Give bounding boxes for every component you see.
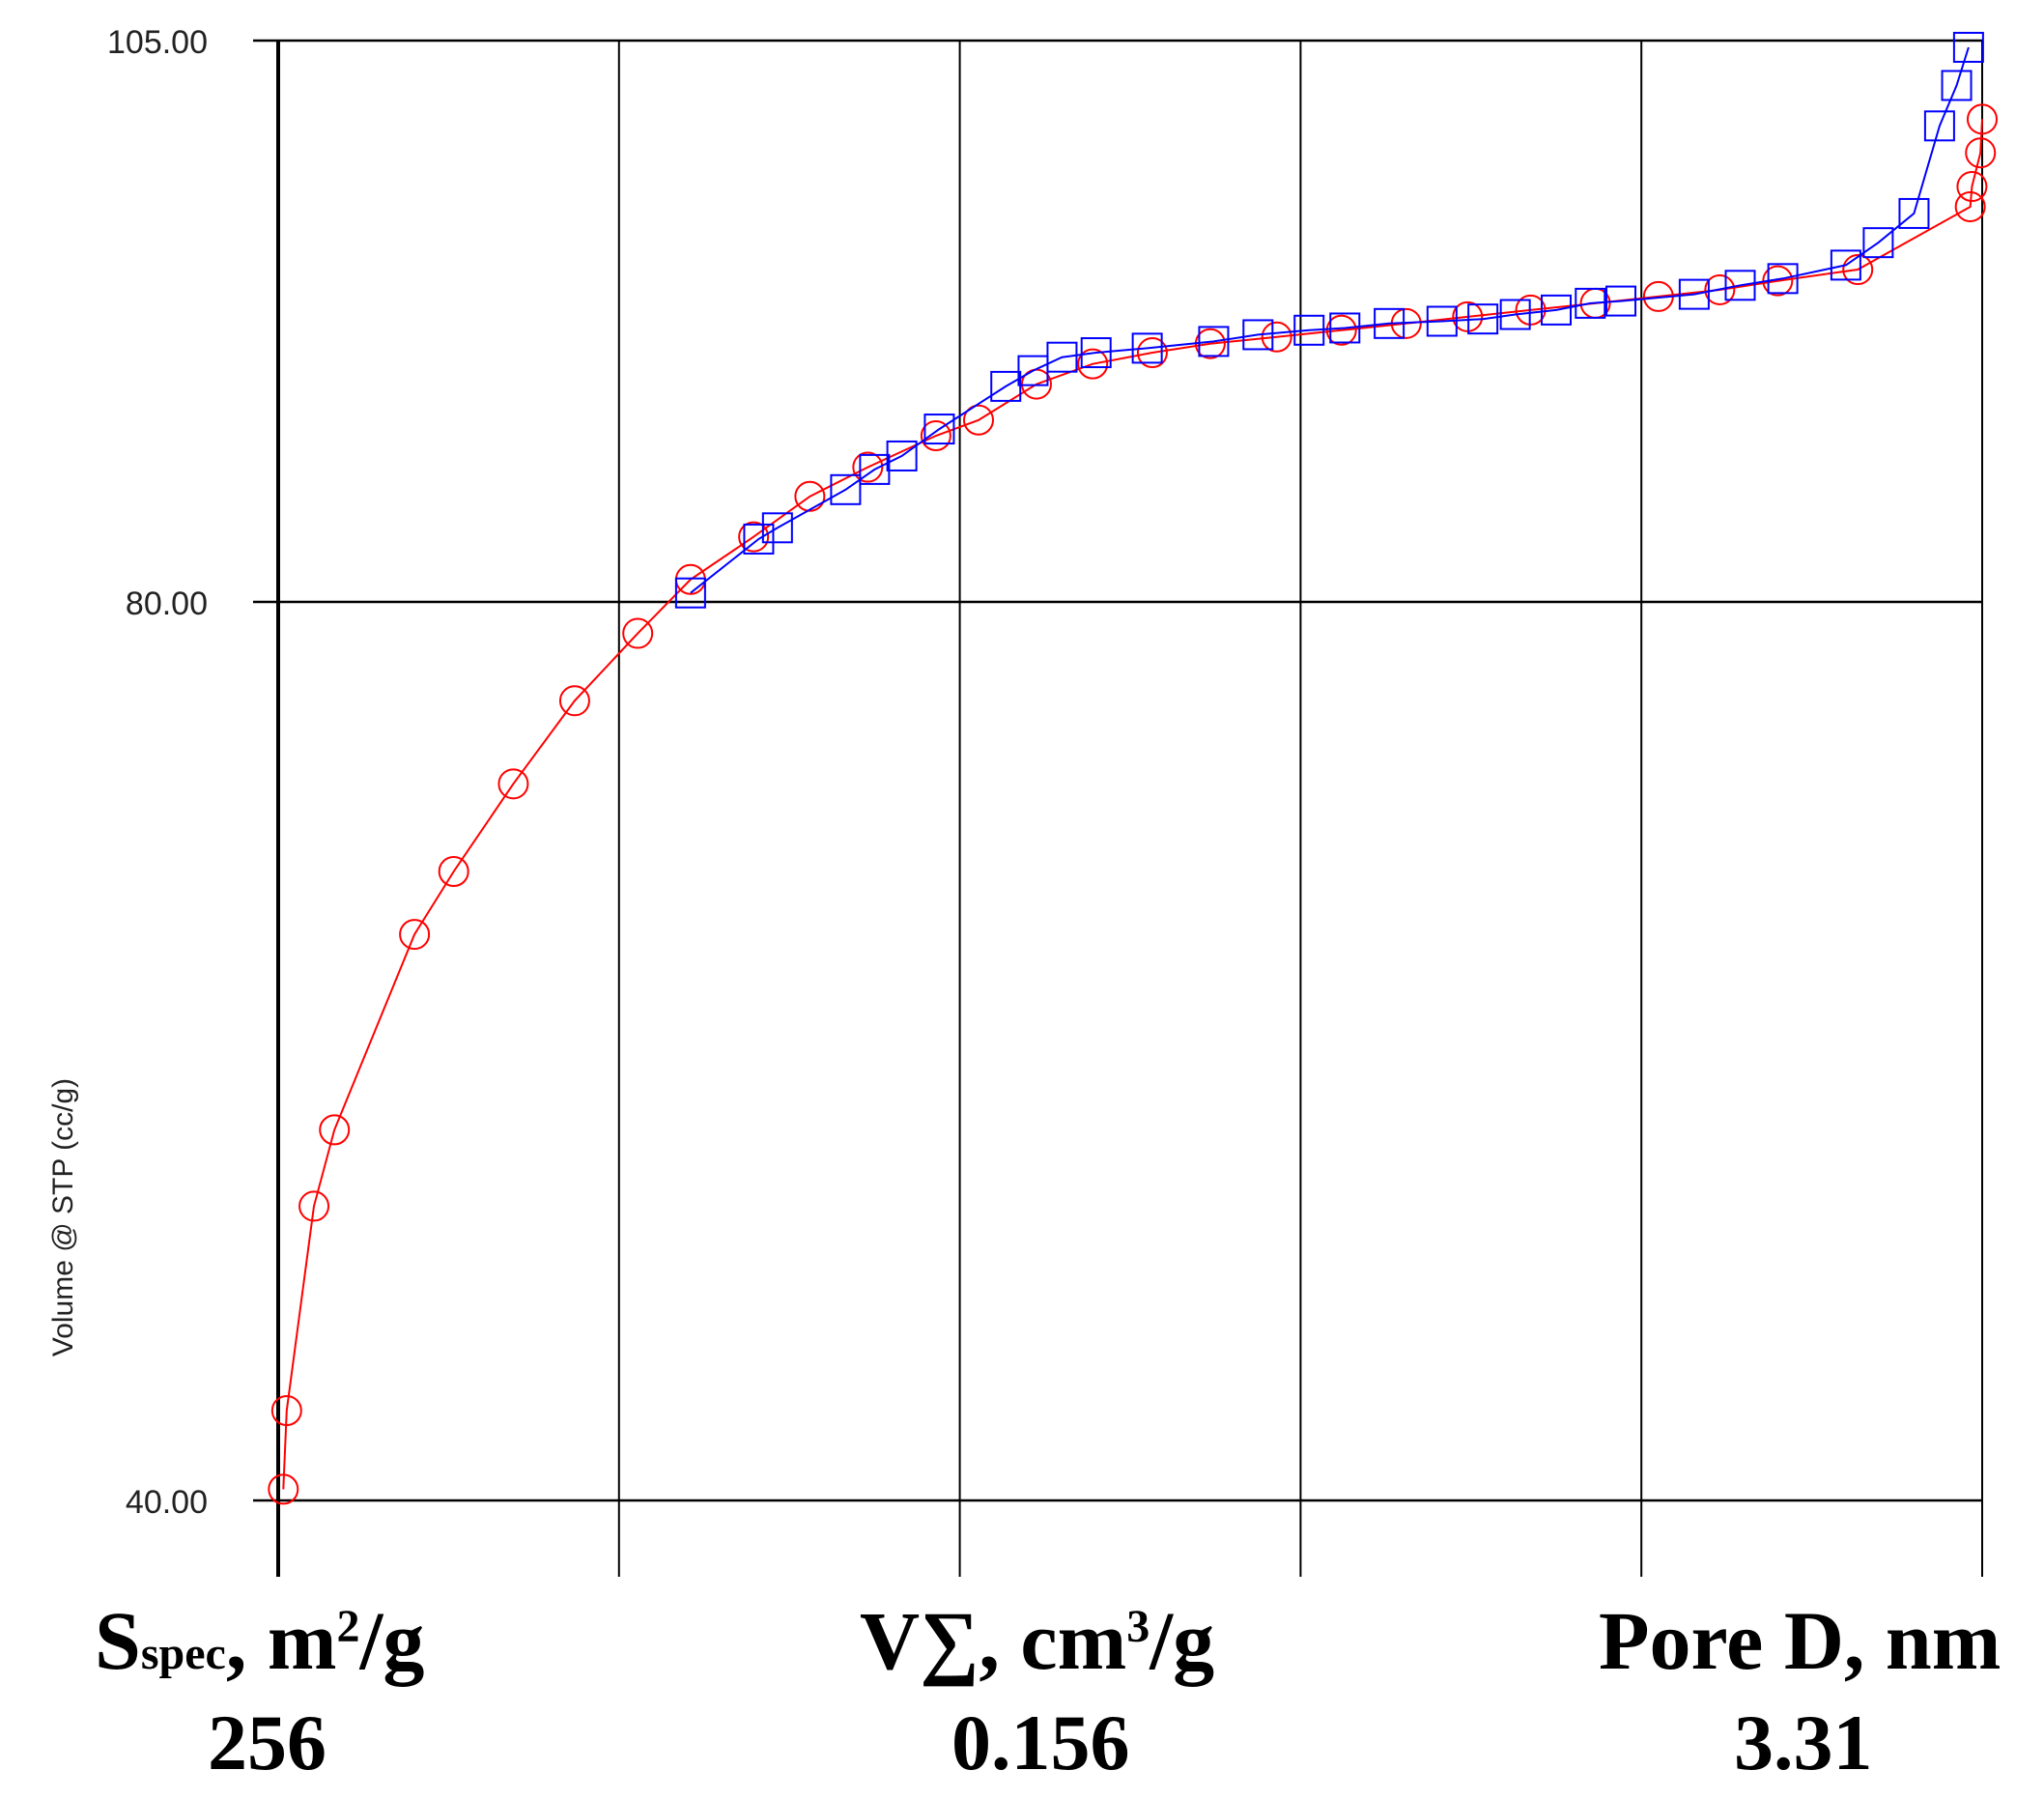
adsorption-point <box>1954 190 1986 222</box>
desorption-point <box>1242 319 1274 351</box>
adsorption-point <box>399 919 431 951</box>
adsorption-point <box>622 617 654 649</box>
adsorption-point <box>319 1114 351 1146</box>
pore-diameter-label: Pore D, nm <box>1599 1594 2001 1687</box>
desorption-point <box>1862 227 1894 259</box>
desorption-point <box>1575 287 1606 319</box>
desorption-point <box>923 414 955 445</box>
adsorption-point <box>852 451 884 483</box>
isotherm-chart: Volume @ STP (cc/g) 105.00 80.00 40.00 <box>47 24 1998 1577</box>
adsorption-point <box>1967 103 1998 135</box>
adsorption-point <box>1261 321 1292 353</box>
adsorption-point <box>963 404 995 436</box>
axis-layer: Volume @ STP (cc/g) 105.00 80.00 40.00 <box>47 24 208 1521</box>
adsorption-point <box>438 856 469 887</box>
adsorption-point <box>1136 337 1168 369</box>
desorption-point <box>743 523 775 555</box>
desorption-point <box>674 577 706 609</box>
specific-surface-value: 256 <box>208 1699 326 1786</box>
adsorption-point <box>1704 273 1736 305</box>
y-tick-label: 80.00 <box>126 585 208 622</box>
y-axis-title: Volume @ STP (cc/g) <box>47 1078 79 1356</box>
desorption-point <box>1830 249 1861 281</box>
adsorption-point <box>558 685 590 717</box>
desorption-point <box>830 473 862 505</box>
adsorption-point <box>1965 137 1997 169</box>
total-volume-value: 0.156 <box>951 1699 1130 1786</box>
desorption-point <box>886 440 918 471</box>
desorption-point <box>1374 307 1405 339</box>
desorption-point <box>1678 278 1710 310</box>
desorption-series <box>674 31 1984 609</box>
total-volume-label: V∑, cm3/g <box>860 1594 1215 1687</box>
desorption-point <box>1941 70 1973 101</box>
desorption-line <box>690 46 1970 594</box>
grid-layer <box>253 39 1983 1577</box>
desorption-point <box>1293 314 1325 346</box>
desorption-point <box>1329 312 1361 344</box>
desorption-point <box>1724 270 1756 301</box>
adsorption-point <box>1956 171 1988 203</box>
desorption-point <box>1046 341 1078 373</box>
desorption-point <box>1923 110 1955 142</box>
adsorption-point <box>268 1473 299 1505</box>
desorption-point <box>1605 285 1637 317</box>
pore-diameter-value: 3.31 <box>1734 1699 1873 1786</box>
desorption-point <box>1080 337 1112 369</box>
adsorption-point <box>920 420 951 452</box>
desorption-point <box>990 370 1022 402</box>
adsorption-point <box>1077 348 1109 380</box>
adsorption-point <box>497 768 529 800</box>
adsorption-point <box>794 480 826 512</box>
desorption-point <box>1767 263 1799 295</box>
adsorption-series <box>268 103 1998 1505</box>
desorption-point <box>1131 332 1163 364</box>
adsorption-point <box>298 1190 330 1222</box>
y-tick-label: 105.00 <box>107 24 208 61</box>
desorption-point <box>1467 303 1499 335</box>
desorption-point <box>1499 299 1531 330</box>
summary-stats: Sspec, m2/g 256 V∑, cm3/g 0.156 Pore D, … <box>0 1580 2044 1799</box>
desorption-point <box>1898 197 1930 229</box>
series-layer <box>268 31 1998 1505</box>
y-tick-label: 40.00 <box>126 1484 208 1521</box>
adsorption-point <box>1325 314 1357 346</box>
adsorption-point <box>738 521 770 553</box>
desorption-point <box>1952 31 1984 63</box>
adsorption-point <box>270 1395 302 1426</box>
adsorption-point <box>1842 254 1874 286</box>
specific-surface-label: Sspec, m2/g <box>95 1594 425 1687</box>
desorption-point <box>761 512 793 544</box>
desorption-point <box>1426 305 1458 337</box>
adsorption-line <box>282 119 1983 1490</box>
desorption-point <box>1198 326 1230 357</box>
desorption-point <box>859 453 891 485</box>
desorption-point <box>1541 294 1572 326</box>
